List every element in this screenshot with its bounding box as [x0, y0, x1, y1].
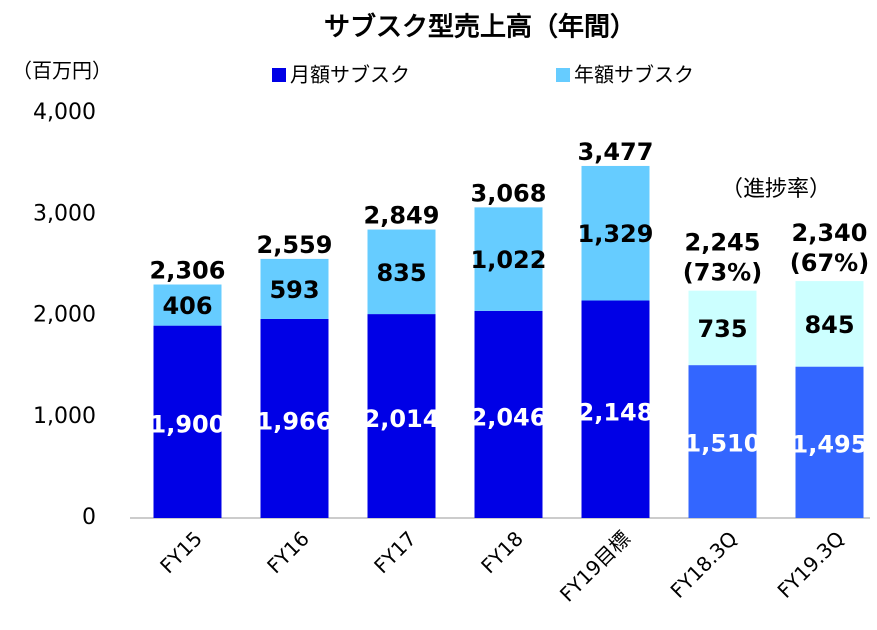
chart-title: サブスク型売上高（年間） [324, 12, 636, 43]
bar-segment [474, 207, 543, 311]
value-label: 1,900 [150, 411, 226, 439]
legend-label: 月額サブスク [290, 63, 410, 87]
x-tick-label: FY16 [262, 526, 314, 578]
value-label: 1,966 [257, 407, 333, 435]
value-label: 1,510 [685, 430, 761, 458]
annotation: （進捗率） [721, 177, 831, 202]
value-label: 1,022 [471, 246, 547, 274]
bar-segment [688, 365, 757, 518]
value-label: 835 [376, 259, 426, 287]
x-tick-label: FY19目標 [555, 526, 635, 606]
bar-segment [795, 281, 864, 367]
y-tick-label: 0 [82, 505, 96, 530]
value-label: 1,495 [792, 430, 868, 458]
y-tick-label: 3,000 [33, 201, 96, 226]
total-label: 3,477 [578, 138, 654, 166]
x-tick-label: FY19.3Q [773, 526, 849, 602]
value-label: 593 [269, 276, 319, 304]
x-tick-label: FY18 [476, 526, 528, 578]
bar-segment [581, 165, 650, 301]
value-label: 2,148 [578, 399, 654, 427]
y-tick-label: 4,000 [33, 100, 96, 125]
bar-segment [260, 318, 329, 518]
x-tick-label: FY15 [155, 526, 207, 578]
y-tick-label: 1,000 [33, 404, 96, 429]
progress-label: (73%) [683, 259, 762, 287]
bar-segment [153, 284, 222, 326]
total-label: 2,559 [257, 231, 333, 259]
x-tick-label: FY17 [369, 526, 421, 578]
progress-label: (67%) [790, 249, 869, 277]
total-label: 2,849 [364, 202, 440, 230]
legend-swatch [272, 68, 286, 82]
bar-segment [795, 366, 864, 518]
bar-segment [367, 229, 436, 315]
value-label: 845 [804, 311, 854, 339]
total-label: 2,245 [685, 229, 761, 257]
value-label: 2,014 [364, 405, 440, 433]
total-label: 2,340 [792, 219, 868, 247]
value-label: 735 [697, 315, 747, 343]
y-tick-label: 2,000 [33, 303, 96, 328]
legend-swatch [556, 68, 570, 82]
y-axis-label: （百万円） [12, 59, 112, 83]
bar-segment [367, 314, 436, 518]
x-tick-label: FY18.3Q [666, 526, 742, 602]
legend-label: 年額サブスク [574, 63, 694, 87]
bar-segment [581, 300, 650, 518]
value-label: 406 [162, 292, 212, 320]
bar-segment [260, 258, 329, 319]
value-label: 1,329 [578, 220, 654, 248]
bar-segment [474, 310, 543, 518]
bar-segment [688, 290, 757, 366]
bar-segment [153, 325, 222, 518]
total-label: 3,068 [471, 179, 547, 207]
total-label: 2,306 [150, 257, 226, 285]
value-label: 2,046 [471, 404, 547, 432]
